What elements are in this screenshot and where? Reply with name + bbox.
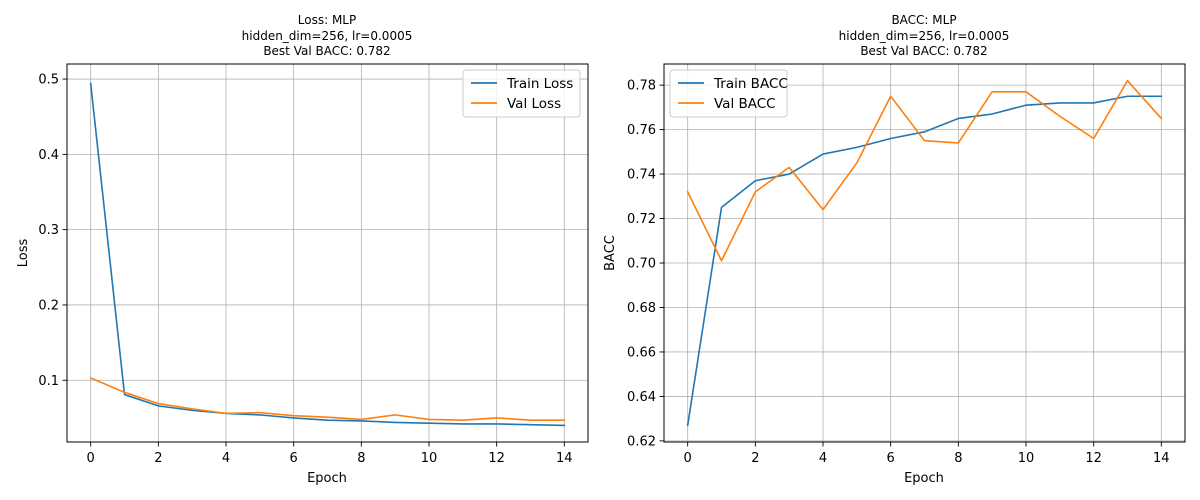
bacc-x-tick-label: 10	[1018, 451, 1035, 466]
loss-x-tick-label: 10	[421, 451, 438, 466]
bacc-y-tick-label: 0.70	[627, 257, 656, 272]
loss-legend-label: Val Loss	[507, 96, 561, 112]
bacc-x-tick-label: 6	[887, 451, 895, 466]
loss-x-tick-label: 0	[87, 451, 95, 466]
bacc-title-line-3: Best Val BACC: 0.782	[860, 44, 987, 58]
loss-y-tick-label: 0.3	[38, 223, 59, 238]
bacc-x-tick-label: 12	[1085, 451, 1102, 466]
loss-title-line-1: Loss: MLP	[298, 13, 356, 27]
bacc-legend: Train BACC Val BACC	[669, 69, 788, 118]
bacc-y-tick-label: 0.74	[627, 168, 656, 183]
bacc-legend-box	[669, 69, 788, 118]
loss-chart-panel: Loss: MLP hidden_dim=256, lr=0.0005 Best…	[16, 13, 589, 486]
bacc-x-tick-label: 2	[751, 451, 759, 466]
loss-y-tick-label: 0.5	[38, 73, 59, 88]
bacc-title-line-1: BACC: MLP	[891, 13, 956, 27]
bacc-y-tick-label: 0.78	[627, 79, 656, 94]
loss-y-tick-label: 0.4	[38, 148, 59, 163]
loss-legend-label: Train Loss	[506, 76, 573, 92]
loss-x-tick-label: 12	[488, 451, 505, 466]
bacc-series-line-train-bacc	[686, 95, 1163, 427]
bacc-legend-label: Train BACC	[713, 76, 788, 92]
loss-series-line-val-loss	[89, 376, 566, 421]
bacc-y-tick-label: 0.64	[627, 390, 656, 405]
loss-plot-frame	[66, 63, 589, 443]
loss-series-line-train-loss	[89, 82, 566, 427]
bacc-x-tick-label: 0	[684, 451, 692, 466]
loss-x-tick-label: 6	[290, 451, 298, 466]
loss-title-line-2: hidden_dim=256, lr=0.0005	[242, 29, 413, 43]
bacc-y-axis-label: BACC	[603, 235, 618, 271]
bacc-y-tick-label: 0.62	[627, 434, 656, 449]
loss-y-tick-label: 0.2	[38, 298, 59, 313]
loss-x-tick-label: 2	[154, 451, 162, 466]
loss-x-tick-label: 8	[357, 451, 365, 466]
bacc-legend-label: Val BACC	[714, 96, 776, 112]
loss-x-tick-label: 4	[222, 451, 230, 466]
loss-x-tick-label: 14	[556, 451, 573, 466]
bacc-y-tick-label: 0.76	[627, 123, 656, 138]
bacc-series-line-val-bacc	[686, 79, 1163, 262]
loss-legend: Train Loss Val Loss	[462, 69, 581, 118]
bacc-chart-panel: BACC: MLP hidden_dim=256, lr=0.0005 Best…	[603, 13, 1186, 486]
loss-title-line-3: Best Val BACC: 0.782	[263, 44, 390, 58]
bacc-x-tick-label: 4	[819, 451, 827, 466]
bacc-y-tick-label: 0.66	[627, 345, 656, 360]
bacc-x-tick-label: 14	[1153, 451, 1170, 466]
loss-y-tick-label: 0.1	[38, 374, 59, 389]
bacc-title-line-2: hidden_dim=256, lr=0.0005	[839, 29, 1010, 43]
bacc-y-tick-label: 0.72	[627, 212, 656, 227]
loss-legend-box	[462, 69, 581, 118]
bacc-x-axis-label: Epoch	[904, 471, 944, 486]
bacc-x-tick-label: 8	[954, 451, 962, 466]
loss-x-axis-label: Epoch	[307, 471, 347, 486]
bacc-plot-frame	[663, 63, 1186, 443]
bacc-y-tick-label: 0.68	[627, 301, 656, 316]
loss-y-axis-label: Loss	[16, 239, 31, 268]
